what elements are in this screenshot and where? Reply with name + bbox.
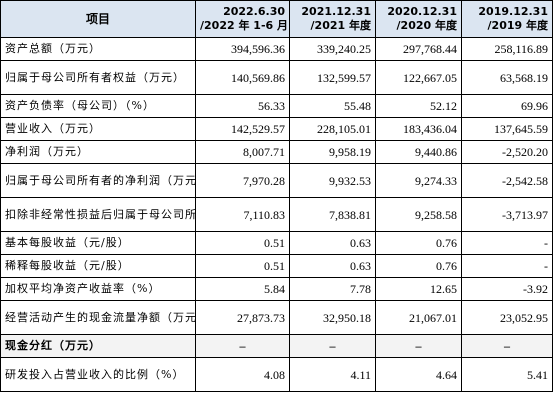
- cell-value: 9,932.53: [289, 163, 376, 198]
- cell-value: –: [375, 334, 462, 358]
- cell-value: 0.51: [195, 254, 290, 278]
- table-row: 基本每股收益（元/股） 0.51 0.63 0.76 -: [0, 231, 553, 255]
- cell-value: 32,950.18: [289, 300, 376, 335]
- cell-value: 183,436.04: [375, 117, 462, 141]
- cell-value: 63,568.19: [461, 60, 553, 95]
- period-date: 2021.12.31: [301, 5, 371, 18]
- row-label: 净利润（万元）: [0, 140, 196, 164]
- cell-value: 8,007.71: [195, 140, 290, 164]
- row-label: 归属于母公司所有者的净利润（万元）: [0, 163, 196, 198]
- cell-value: 55.48: [289, 94, 376, 118]
- cell-value: 9,258.58: [375, 197, 462, 232]
- table-row: 归属于母公司所有者的净利润（万元） 7,970.28 9,932.53 9,27…: [0, 163, 553, 198]
- cell-value: -2,542.58: [461, 163, 553, 198]
- table-row: 现金分红（万元） – – – –: [0, 334, 553, 358]
- cell-value: 258,116.89: [461, 37, 553, 61]
- row-label: 扣除非经常性损益后归属于母公司所有者的净利润（万元）: [0, 197, 196, 232]
- cell-value: 132,599.57: [289, 60, 376, 95]
- period-date: 2022.6.30: [223, 5, 285, 18]
- cell-value: 0.76: [375, 231, 462, 255]
- table-row: 资产负债率（母公司）（%） 56.33 55.48 52.12 69.96: [0, 94, 553, 118]
- row-label: 研发投入占营业收入的比例（%）: [0, 357, 196, 392]
- table-row: 扣除非经常性损益后归属于母公司所有者的净利润（万元） 7,110.83 7,83…: [0, 197, 553, 232]
- cell-value: 140,569.86: [195, 60, 290, 95]
- row-label: 资产总额（万元）: [0, 37, 196, 61]
- column-header-item: 项目: [0, 0, 196, 38]
- cell-value: 7,110.83: [195, 197, 290, 232]
- cell-value: 228,105.01: [289, 117, 376, 141]
- cell-value: -: [461, 254, 553, 278]
- cell-value: 23,052.95: [461, 300, 553, 335]
- table-row: 稀释每股收益（元/股） 0.51 0.63 0.76 -: [0, 254, 553, 278]
- cell-value: 7,970.28: [195, 163, 290, 198]
- row-label: 基本每股收益（元/股）: [0, 231, 196, 255]
- cell-value: 122,667.05: [375, 60, 462, 95]
- cell-value: –: [461, 334, 553, 358]
- table-header-row: 项目 2022.6.30 /2022 年 1-6 月 2021.12.31 /2…: [0, 0, 553, 38]
- cell-value: 56.33: [195, 94, 290, 118]
- cell-value: 27,873.73: [195, 300, 290, 335]
- cell-value: -3.92: [461, 277, 553, 301]
- period-date: 2020.12.31: [387, 5, 457, 18]
- cell-value: 9,958.19: [289, 140, 376, 164]
- row-label: 稀释每股收益（元/股）: [0, 254, 196, 278]
- cell-value: 394,596.36: [195, 37, 290, 61]
- cell-value: 339,240.25: [289, 37, 376, 61]
- row-label: 经营活动产生的现金流量净额（万元）: [0, 300, 196, 335]
- cell-value: 9,274.33: [375, 163, 462, 198]
- column-header-period: 2022.6.30 /2022 年 1-6 月: [195, 0, 290, 38]
- row-label: 加权平均净资产收益率（%）: [0, 277, 196, 301]
- cell-value: 21,067.01: [375, 300, 462, 335]
- table-row: 净利润（万元） 8,007.71 9,958.19 9,440.86 -2,52…: [0, 140, 553, 164]
- column-header-period: 2020.12.31 /2020 年度: [375, 0, 462, 38]
- cell-value: -: [461, 231, 553, 255]
- cell-value: 5.84: [195, 277, 290, 301]
- cell-value: 0.63: [289, 254, 376, 278]
- cell-value: 7.78: [289, 277, 376, 301]
- table-row: 资产总额（万元） 394,596.36 339,240.25 297,768.4…: [0, 37, 553, 61]
- cell-value: 0.63: [289, 231, 376, 255]
- table-row: 经营活动产生的现金流量净额（万元） 27,873.73 32,950.18 21…: [0, 300, 553, 335]
- period-date: 2019.12.31: [478, 5, 548, 18]
- table-row: 归属于母公司所有者权益（万元） 140,569.86 132,599.57 12…: [0, 60, 553, 95]
- cell-value: 4.11: [289, 357, 376, 392]
- cell-value: 69.96: [461, 94, 553, 118]
- table-row: 营业收入（万元） 142,529.57 228,105.01 183,436.0…: [0, 117, 553, 141]
- cell-value: 52.12: [375, 94, 462, 118]
- cell-value: -2,520.20: [461, 140, 553, 164]
- cell-value: 9,440.86: [375, 140, 462, 164]
- row-label: 营业收入（万元）: [0, 117, 196, 141]
- cell-value: 5.41: [461, 357, 553, 392]
- cell-value: 0.51: [195, 231, 290, 255]
- period-label: /2020 年度: [396, 19, 457, 32]
- row-label: 资产负债率（母公司）（%）: [0, 94, 196, 118]
- cell-value: 7,838.81: [289, 197, 376, 232]
- financial-indicators-table: 项目 2022.6.30 /2022 年 1-6 月 2021.12.31 /2…: [0, 0, 553, 392]
- period-label: /2021 年度: [310, 19, 371, 32]
- row-label: 归属于母公司所有者权益（万元）: [0, 60, 196, 95]
- cell-value: –: [195, 334, 290, 358]
- cell-value: 0.76: [375, 254, 462, 278]
- cell-value: 12.65: [375, 277, 462, 301]
- table-row: 加权平均净资产收益率（%） 5.84 7.78 12.65 -3.92: [0, 277, 553, 301]
- cell-value: 142,529.57: [195, 117, 290, 141]
- column-header-period: 2021.12.31 /2021 年度: [289, 0, 376, 38]
- period-label: /2022 年 1-6 月: [200, 19, 288, 32]
- table-row: 研发投入占营业收入的比例（%） 4.08 4.11 4.64 5.41: [0, 357, 553, 392]
- cell-value: 4.64: [375, 357, 462, 392]
- period-label: /2019 年度: [487, 19, 548, 32]
- cell-value: 4.08: [195, 357, 290, 392]
- row-label: 现金分红（万元）: [0, 334, 196, 358]
- cell-value: 297,768.44: [375, 37, 462, 61]
- cell-value: –: [289, 334, 376, 358]
- cell-value: 137,645.59: [461, 117, 553, 141]
- cell-value: -3,713.97: [461, 197, 553, 232]
- column-header-period: 2019.12.31 /2019 年度: [461, 0, 553, 38]
